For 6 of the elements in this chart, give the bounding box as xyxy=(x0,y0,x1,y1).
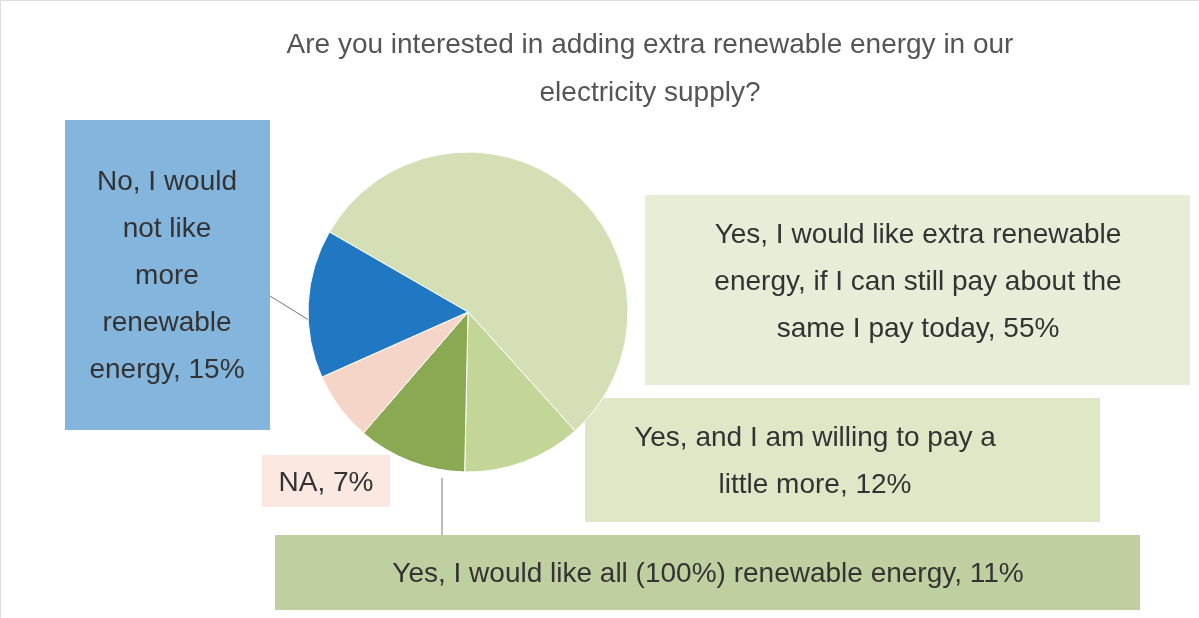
slice-label: Yes, I would like extra renewable energy, if I can still pay about the same I pay today, 55% xyxy=(714,218,1122,343)
slice-label: NA, 7% xyxy=(278,466,374,497)
slice-label: Yes, and I am willing to pay a little more, 12% xyxy=(634,421,997,499)
slice-label: No, I would not like more renewable energy, 15% xyxy=(89,165,245,384)
chart-title: Are you interested in adding extra renewable energy in our electricity supply? xyxy=(286,28,1014,107)
slice-label: Yes, I would like all (100%) renewable energy, 11% xyxy=(392,557,1024,588)
